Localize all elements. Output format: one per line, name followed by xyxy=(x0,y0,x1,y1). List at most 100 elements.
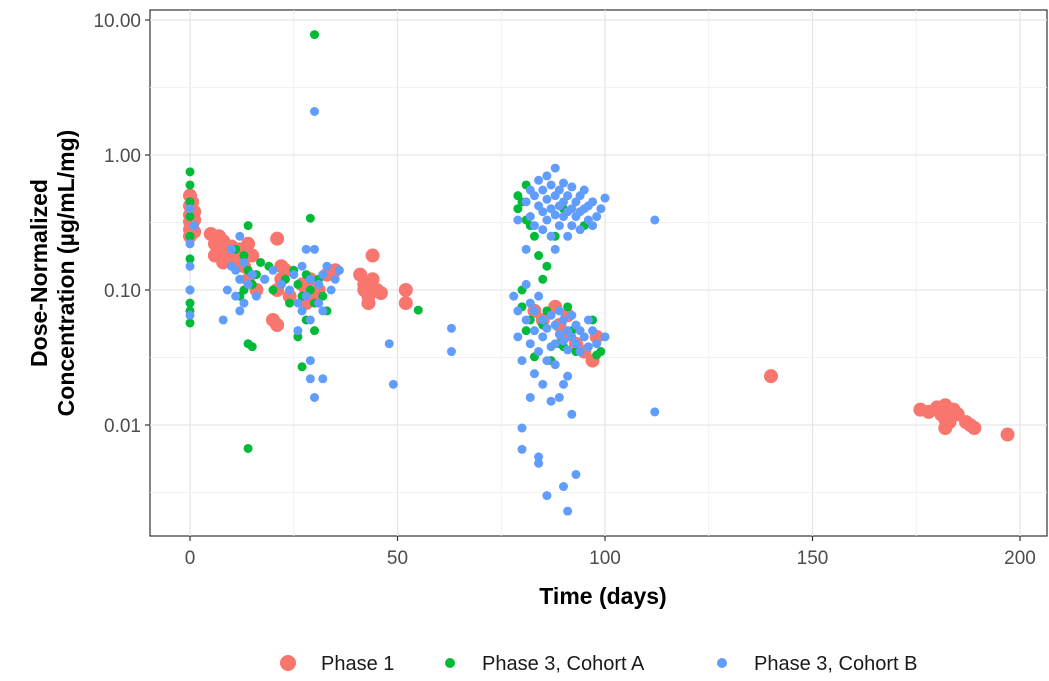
data-point xyxy=(305,356,315,366)
data-point xyxy=(310,244,319,254)
grid-lines xyxy=(150,10,1047,536)
data-point xyxy=(592,212,602,222)
data-point xyxy=(571,469,581,479)
data-point xyxy=(521,326,531,336)
legend-key xyxy=(445,658,455,668)
data-point xyxy=(322,261,332,271)
data-point xyxy=(650,407,660,417)
data-point xyxy=(513,204,523,214)
data-point xyxy=(251,291,261,301)
x-tick-label: 0 xyxy=(185,548,196,569)
legend-label: Phase 1 xyxy=(321,653,394,675)
data-point xyxy=(529,369,539,379)
data-point xyxy=(563,231,573,241)
data-point xyxy=(529,191,539,201)
data-point xyxy=(534,458,544,468)
data-point xyxy=(563,345,573,355)
data-point xyxy=(550,244,560,254)
data-point xyxy=(305,374,315,384)
data-point xyxy=(318,270,328,280)
data-point xyxy=(579,332,589,342)
data-point xyxy=(301,244,311,254)
data-point xyxy=(185,180,195,190)
data-point xyxy=(554,329,564,339)
y-tick-label: 0.01 xyxy=(104,416,141,437)
data-point xyxy=(542,323,552,333)
data-point xyxy=(241,236,256,251)
x-tick-label: 200 xyxy=(1004,548,1036,569)
data-point xyxy=(235,274,245,284)
data-point xyxy=(270,231,285,246)
data-point xyxy=(559,482,568,492)
data-point xyxy=(285,298,295,308)
data-point xyxy=(185,239,195,249)
data-point xyxy=(243,221,253,231)
data-point xyxy=(227,244,236,254)
data-point xyxy=(268,285,278,295)
data-point xyxy=(185,285,195,295)
data-point xyxy=(318,374,328,384)
data-point xyxy=(398,296,413,311)
data-point xyxy=(513,306,523,316)
data-point xyxy=(305,315,315,325)
data-point xyxy=(314,298,324,308)
data-point xyxy=(588,197,598,207)
data-point xyxy=(301,291,311,301)
data-point xyxy=(245,248,260,263)
data-point xyxy=(542,215,552,225)
data-point xyxy=(563,302,573,312)
data-point xyxy=(575,225,585,235)
data-point xyxy=(575,347,585,357)
data-point xyxy=(525,339,535,349)
data-point xyxy=(534,251,544,261)
data-point xyxy=(185,212,195,222)
data-point xyxy=(571,339,581,349)
data-point xyxy=(554,221,564,231)
data-points xyxy=(183,30,1015,516)
data-point xyxy=(567,221,577,231)
data-point xyxy=(600,332,610,342)
data-point xyxy=(521,279,531,289)
data-point xyxy=(285,285,295,295)
y-axis-title-line-1: Dose-Normalized xyxy=(26,179,52,367)
data-point xyxy=(185,254,195,264)
data-point xyxy=(256,257,266,267)
data-point xyxy=(314,279,324,289)
y-axis-ticks: 0.01 0.10 1.00 10.00 xyxy=(93,11,150,437)
data-point xyxy=(239,298,249,308)
data-point xyxy=(559,336,568,346)
data-point xyxy=(365,248,380,263)
data-point xyxy=(534,452,544,462)
data-point xyxy=(563,371,573,381)
y-tick-label: 10.00 xyxy=(93,11,141,32)
data-point xyxy=(538,274,548,284)
data-point xyxy=(583,342,593,352)
data-point xyxy=(235,306,245,316)
legend: Phase 1 Phase 3, Cohort A Phase 3, Cohort … xyxy=(280,653,917,675)
data-point xyxy=(185,310,195,320)
data-point xyxy=(239,257,249,267)
data-point xyxy=(270,318,285,333)
data-point xyxy=(534,347,544,357)
data-point xyxy=(276,279,286,289)
data-point xyxy=(260,274,270,284)
data-point xyxy=(546,396,556,406)
data-point xyxy=(231,265,241,275)
data-point xyxy=(521,244,531,254)
data-point xyxy=(384,339,394,349)
y-tick-label: 0.10 xyxy=(104,281,141,302)
legend-label: Phase 3, Cohort A xyxy=(482,653,645,675)
data-point xyxy=(596,204,606,214)
data-point xyxy=(567,182,577,192)
data-point xyxy=(567,204,577,214)
data-point xyxy=(567,310,577,320)
data-point xyxy=(559,379,568,389)
data-point xyxy=(529,231,539,241)
data-point xyxy=(588,221,598,231)
data-point xyxy=(513,332,523,342)
data-point xyxy=(310,30,319,40)
data-point xyxy=(318,291,328,301)
data-point xyxy=(235,231,245,241)
data-point xyxy=(525,212,535,222)
data-point xyxy=(534,175,544,185)
